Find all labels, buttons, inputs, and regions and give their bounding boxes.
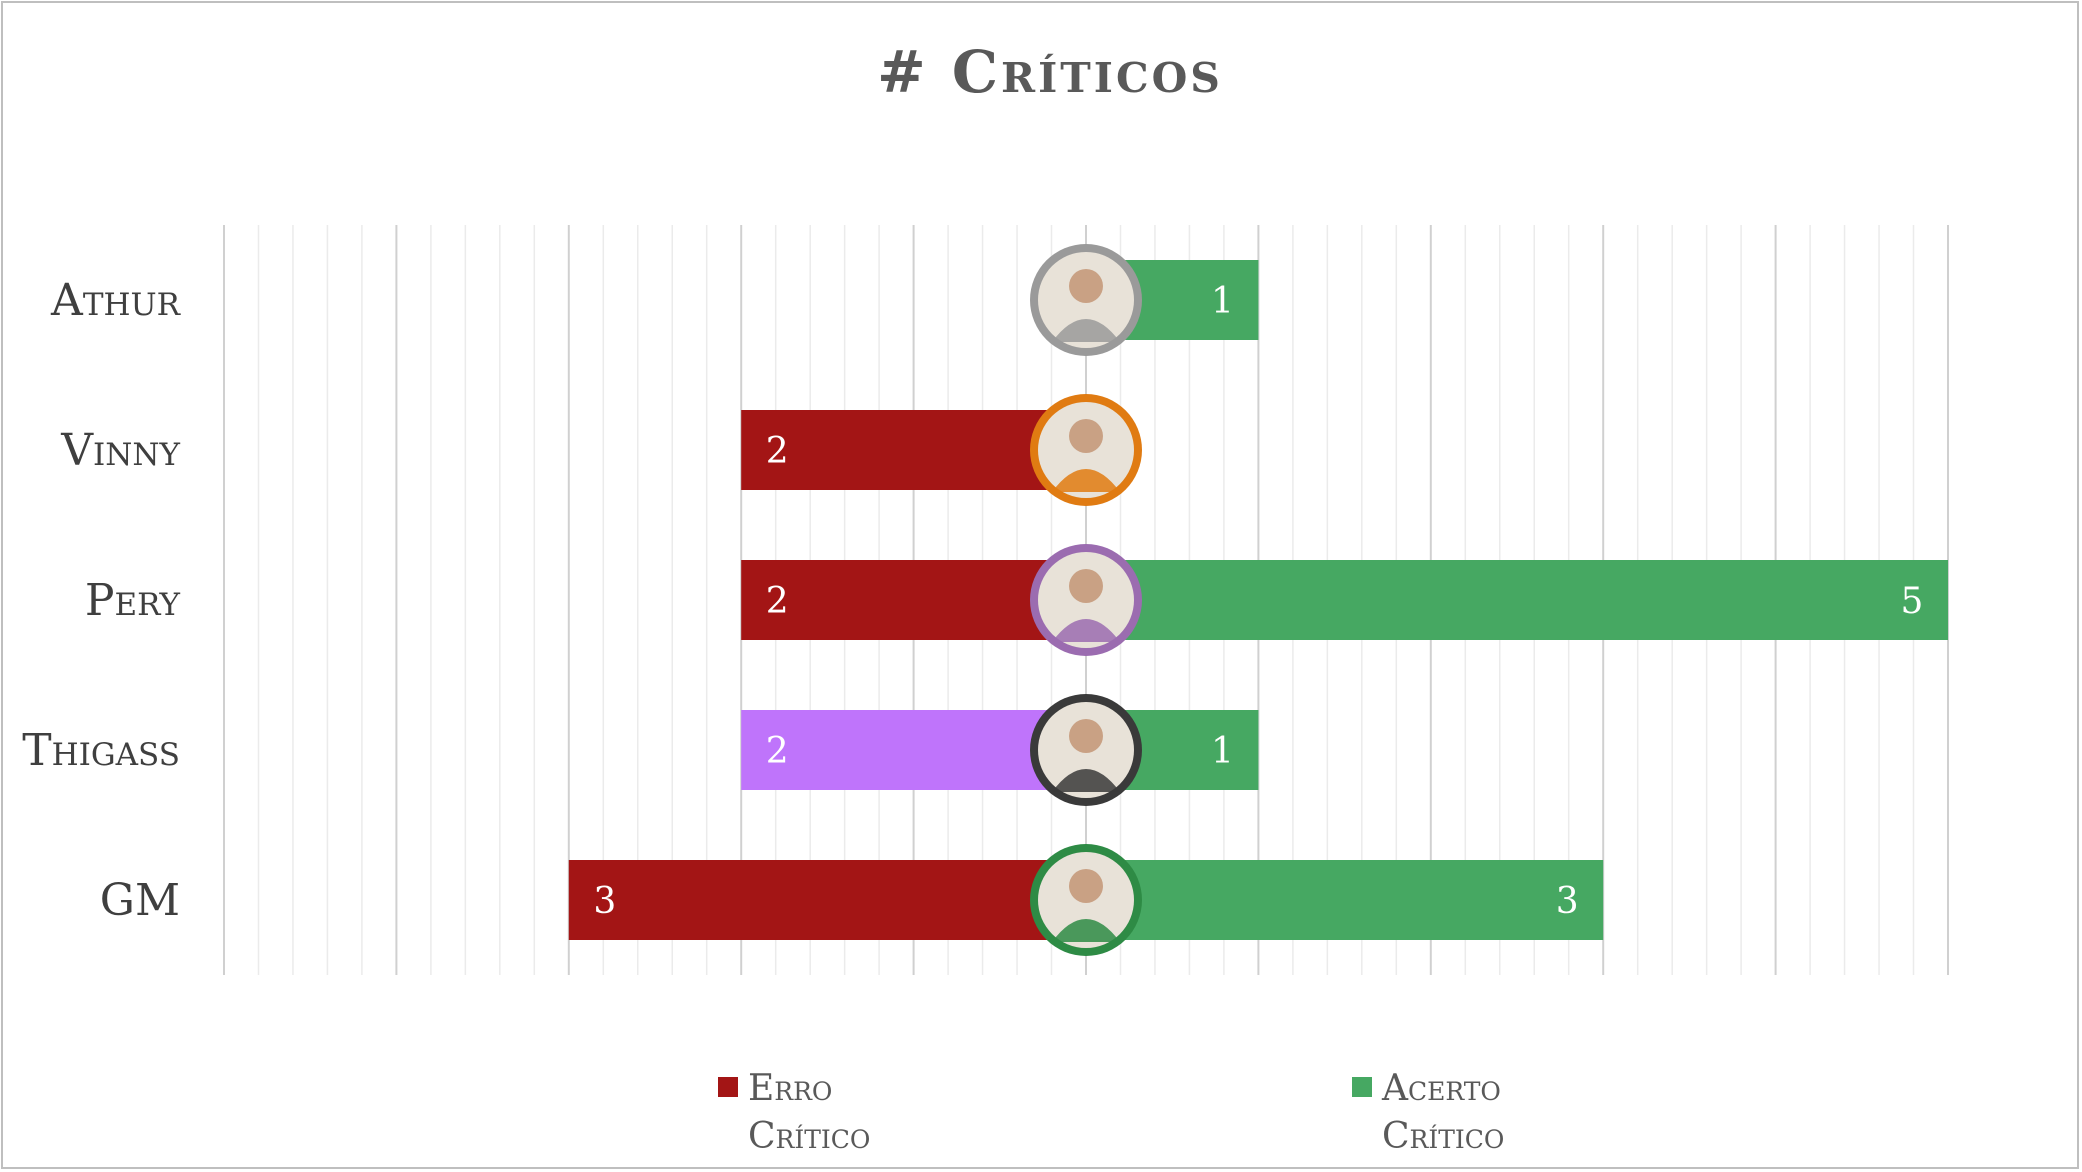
avatar-body [1052,919,1120,942]
legend-item-2: Acerto Crítico [1352,1068,1504,1157]
data-label-acerto-cr-ticopery: 5 [1901,581,1924,622]
bar-erro-cr-ticovinny [741,410,1086,490]
labels-layer: Athur 1 Vinny 2 Pery 2 5 Thigass 2 1 GM 3 3 [22,275,1923,926]
category-label-vinny: Vinny [60,425,180,476]
avatar-vinny [1030,394,1142,506]
legend-label-line2: Crítico [748,1116,870,1157]
avatar-head [1069,719,1103,753]
data-label-erro-cr-ticothigass: 2 [766,731,789,772]
avatar-thigass [1030,694,1142,806]
avatar-head [1069,569,1103,603]
avatar-pery [1030,544,1142,656]
data-label-acerto-cr-ticogm: 3 [1556,881,1579,922]
avatar-head [1069,269,1103,303]
bar-erro-cr-ticopery [741,560,1086,640]
chart-title: # Críticos [877,38,1223,106]
avatars-layer [1030,244,1142,956]
category-label-thigass: Thigass [22,725,180,776]
category-label-pery: Pery [85,575,181,626]
avatar-gm [1030,844,1142,956]
legend-swatch [718,1077,738,1097]
legend-label-line1: Erro [748,1068,832,1109]
category-label-athur: Athur [50,275,182,326]
category-label-gm: GM [100,875,180,926]
bar-erro-cr-ticogm [568,860,1086,940]
avatar-head [1069,869,1103,903]
avatar-body [1052,469,1120,492]
avatar-athur [1030,244,1142,356]
data-label-erro-cr-ticogm: 3 [593,881,616,922]
bar-erro-cr-ticothigass [741,710,1086,790]
legend-item-1: Erro Crítico [718,1068,870,1157]
bar-acerto-cr-ticogm [1086,860,1604,940]
avatar-body [1052,619,1120,642]
bar-acerto-cr-ticopery [1086,560,1948,640]
data-label-acerto-cr-ticoathur: 1 [1211,281,1234,322]
bars-layer [568,260,1948,940]
legend-label-line1: Acerto [1381,1068,1501,1109]
avatar-head [1069,419,1103,453]
legend: Erro Crítico Acerto Crítico [718,1068,1504,1157]
data-label-erro-cr-ticopery: 2 [766,581,789,622]
legend-swatch [1352,1077,1372,1097]
data-label-erro-cr-ticovinny: 2 [766,431,789,472]
avatar-body [1052,769,1120,792]
legend-label-line2: Crítico [1382,1116,1504,1157]
data-label-acerto-cr-ticothigass: 1 [1211,731,1234,772]
avatar-body [1052,319,1120,342]
